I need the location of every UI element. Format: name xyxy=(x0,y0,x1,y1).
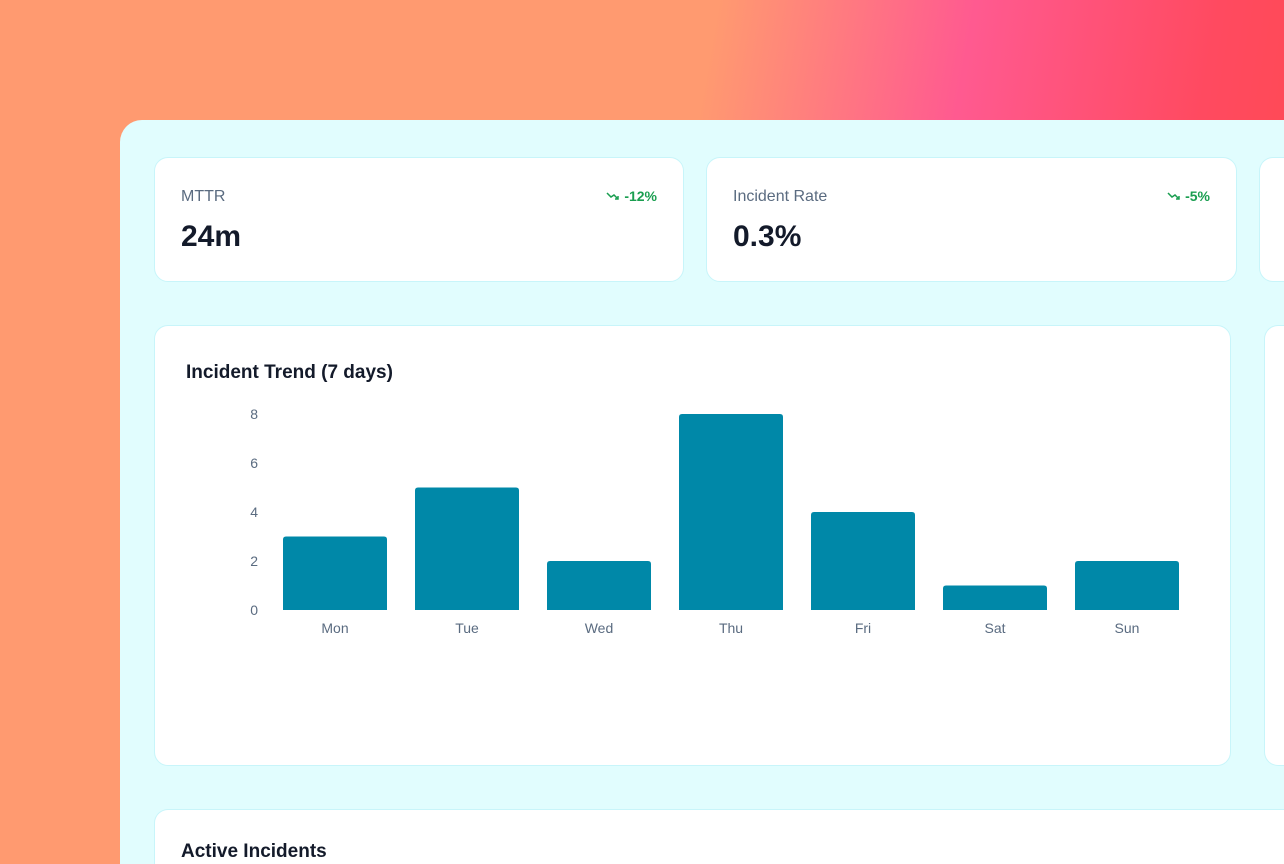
y-tick-label: 6 xyxy=(250,455,258,471)
y-tick-label: 8 xyxy=(250,406,258,422)
kpi-label: Incident Rate xyxy=(733,188,828,205)
bar-wed[interactable] xyxy=(546,560,651,610)
kpi-card-partial xyxy=(1259,157,1284,282)
kpi-change: -5% xyxy=(1167,188,1210,204)
bar-mon[interactable] xyxy=(282,536,387,610)
x-tick-label: Fri xyxy=(854,620,870,636)
incident-trend-card: Incident Trend (7 days) 0 2 4 6 8 Mon Tue Wed Th… xyxy=(154,325,1231,766)
kpi-value: 24m xyxy=(181,220,242,253)
x-tick-label: Sun xyxy=(1114,620,1139,636)
kpi-change: -12% xyxy=(606,188,657,204)
kpi-card-incident-rate: Incident Rate 0.3% -5% xyxy=(706,157,1237,282)
x-tick-label: Wed xyxy=(584,620,613,636)
incident-trend-chart: 0 2 4 6 8 Mon Tue Wed Thu Fri Sat Sun xyxy=(250,406,1179,636)
kpi-change-value: -12% xyxy=(624,188,657,204)
trending-down-icon xyxy=(606,192,620,200)
bar-thu[interactable] xyxy=(678,413,783,610)
kpi-value: 0.3% xyxy=(733,220,802,253)
active-incidents-title: Active Incidents xyxy=(181,841,327,862)
active-incidents-card: Active Incidents xyxy=(154,809,1284,864)
x-tick-label: Tue xyxy=(455,620,479,636)
chart-title: Incident Trend (7 days) xyxy=(186,362,393,383)
x-tick-label: Mon xyxy=(321,620,348,636)
kpi-label: MTTR xyxy=(181,188,226,205)
y-tick-label: 2 xyxy=(250,553,258,569)
y-tick-label: 4 xyxy=(250,504,258,520)
bar-sat[interactable] xyxy=(942,585,1047,610)
y-tick-label: 0 xyxy=(250,602,258,618)
bar-sun[interactable] xyxy=(1074,560,1179,610)
trending-down-icon xyxy=(1167,192,1180,200)
bar-fri[interactable] xyxy=(810,511,915,610)
x-tick-label: Sat xyxy=(984,620,1005,636)
side-card-partial xyxy=(1264,325,1284,766)
x-tick-label: Thu xyxy=(718,620,742,636)
bar-tue[interactable] xyxy=(414,487,519,610)
kpi-change-value: -5% xyxy=(1185,188,1210,204)
kpi-card-mttr: MTTR 24m -12% xyxy=(154,157,684,282)
